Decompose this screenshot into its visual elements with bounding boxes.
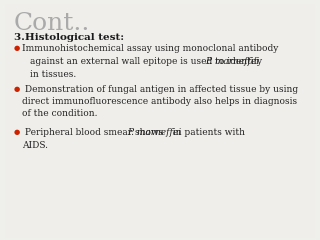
Text: Cont..: Cont.. [14, 12, 90, 35]
Text: P. marneffei: P. marneffei [127, 128, 181, 137]
Text: ●: ● [14, 129, 20, 135]
Text: in tissues.: in tissues. [30, 70, 76, 79]
FancyBboxPatch shape [5, 4, 315, 238]
Text: Immunohistochemical assay using monoclonal antibody: Immunohistochemical assay using monoclon… [22, 44, 278, 53]
Text: Peripheral blood smear shows: Peripheral blood smear shows [22, 128, 166, 137]
Text: in patients with: in patients with [170, 128, 245, 137]
Text: against an external wall epitope is used to identify: against an external wall epitope is used… [30, 57, 265, 66]
Text: AIDS.: AIDS. [22, 141, 48, 150]
Text: ●: ● [14, 86, 20, 92]
Text: 3.Histological test:: 3.Histological test: [14, 33, 124, 42]
Text: ●: ● [14, 45, 20, 51]
Text: P. marneffei: P. marneffei [205, 57, 259, 66]
Text: Demonstration of fungal antigen in affected tissue by using
direct immunofluores: Demonstration of fungal antigen in affec… [22, 85, 298, 118]
